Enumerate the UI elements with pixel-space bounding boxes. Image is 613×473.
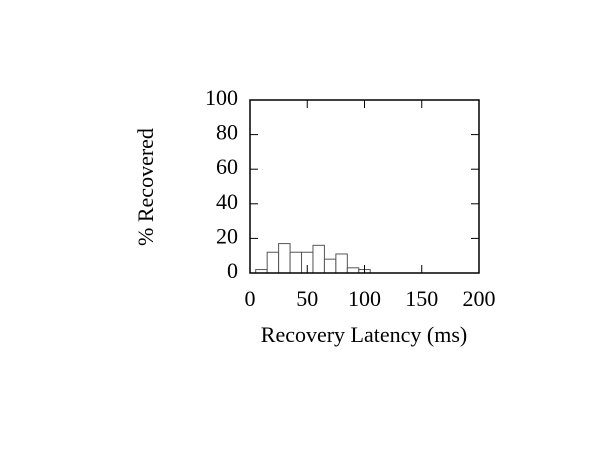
bar bbox=[312, 244, 325, 274]
y-tick-label: 40 bbox=[216, 189, 238, 214]
bar bbox=[346, 267, 360, 274]
y-tick-label: 0 bbox=[227, 258, 238, 283]
x-tick-label: 200 bbox=[463, 286, 496, 311]
bar bbox=[335, 253, 348, 274]
bar bbox=[323, 258, 337, 274]
x-tick-label: 0 bbox=[245, 286, 256, 311]
y-tick-label: 80 bbox=[216, 120, 238, 145]
y-axis-label: % Recovered bbox=[133, 128, 158, 246]
bar bbox=[266, 251, 280, 274]
x-tick-label: 150 bbox=[405, 286, 438, 311]
bar bbox=[289, 251, 303, 274]
y-tick-label: 20 bbox=[216, 223, 238, 248]
y-tick-label: 100 bbox=[205, 85, 238, 110]
x-tick-label: 50 bbox=[296, 286, 318, 311]
y-tick-label: 60 bbox=[216, 154, 238, 179]
x-axis-label: Recovery Latency (ms) bbox=[261, 322, 467, 347]
x-tick-label: 100 bbox=[348, 286, 381, 311]
bar bbox=[278, 243, 291, 274]
